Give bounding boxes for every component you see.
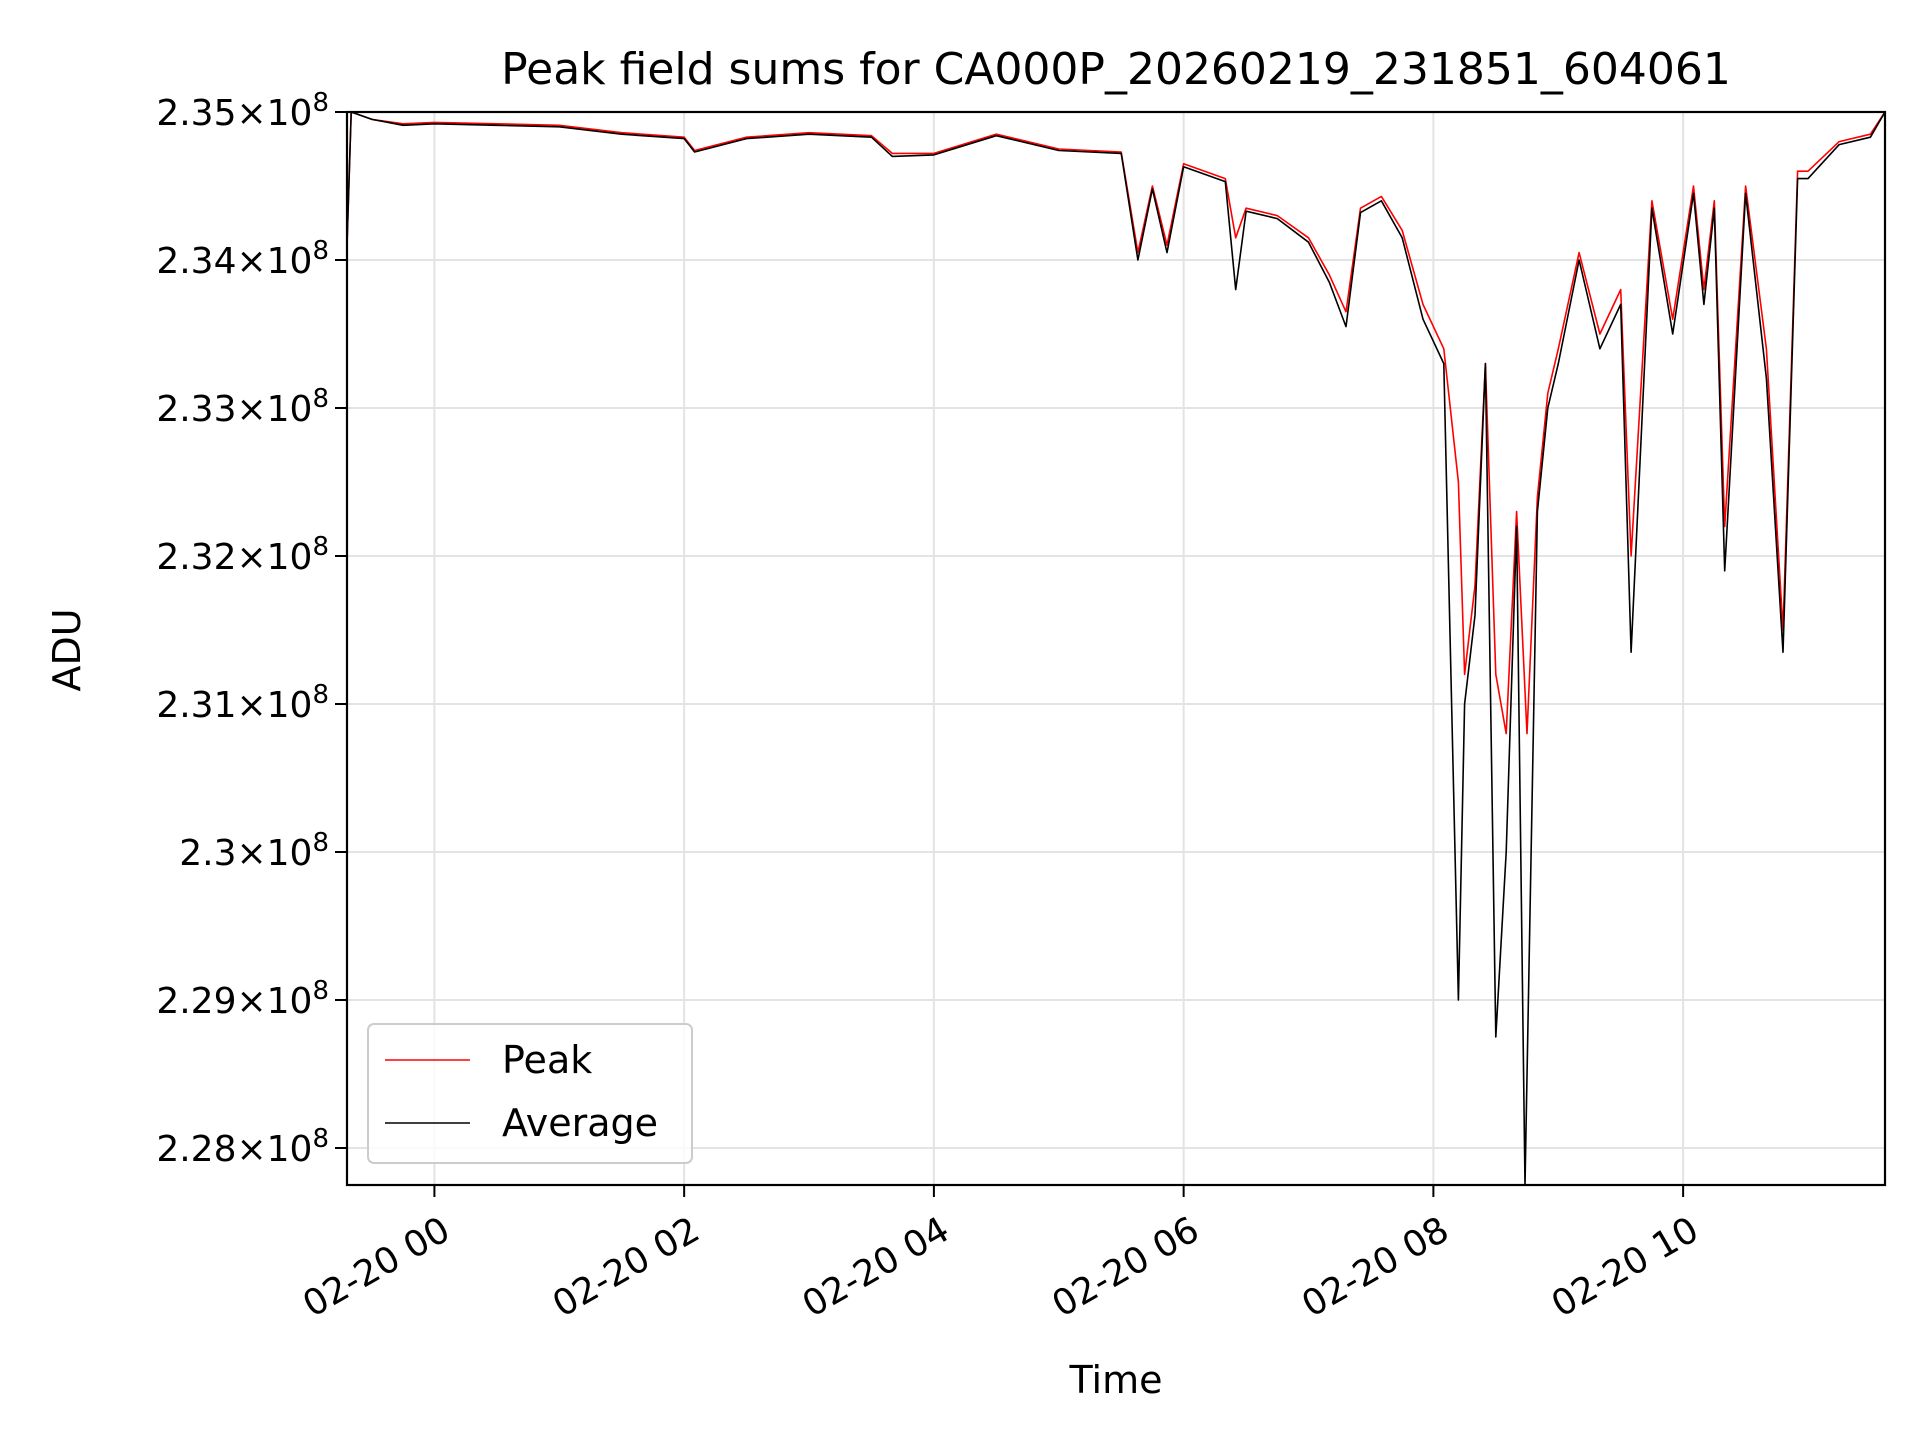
chart-title: Peak field sums for CA000P_20260219_2318… (501, 44, 1731, 95)
legend-box (367, 1023, 693, 1164)
plot-frame (345, 110, 1887, 1187)
legend-label-peak: Peak (502, 1038, 592, 1082)
series-line-peak (347, 112, 1885, 735)
y-tick-label: 2.34×108 (156, 236, 329, 282)
series-line-average (347, 112, 1885, 1185)
y-tick-label: 2.31×108 (156, 680, 329, 726)
x-axis-label: Time (1069, 1358, 1163, 1402)
y-tick-label: 2.28×108 (156, 1124, 329, 1170)
y-tick-label: 2.29×108 (156, 976, 329, 1022)
y-tick-label: 2.35×108 (156, 88, 329, 134)
y-axis-label: ADU (45, 608, 89, 691)
y-tick-label: 2.33×108 (156, 384, 329, 430)
legend-label-average: Average (502, 1101, 658, 1145)
y-tick-label: 2.32×108 (156, 532, 329, 578)
y-axis: 2.35×108 2.34×108 2.33×108 2.32×108 2.31×108… (156, 88, 347, 1170)
y-tick-label: 2.3×108 (179, 828, 329, 874)
plot-lines (347, 112, 1885, 1185)
legend: Peak Average (367, 1023, 693, 1164)
